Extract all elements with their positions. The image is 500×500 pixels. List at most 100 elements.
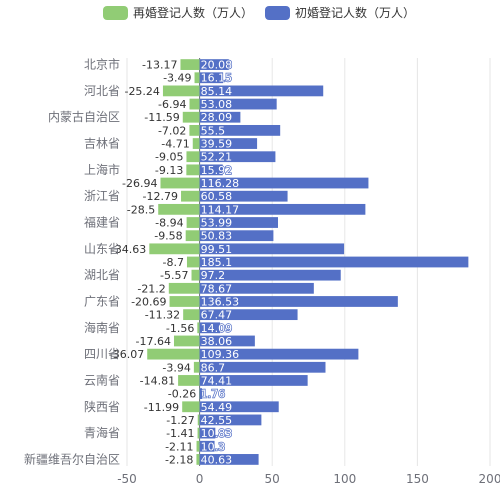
data-label: -8.94 xyxy=(155,217,183,230)
bar xyxy=(197,322,200,334)
data-label: -3.94 xyxy=(162,361,190,374)
data-label: 136.53 xyxy=(201,295,240,308)
bar xyxy=(199,296,398,307)
bar xyxy=(160,177,200,189)
category-label: 新疆维吾尔自治区 xyxy=(24,451,120,466)
data-label: -12.79 xyxy=(143,190,178,203)
bar xyxy=(192,138,200,149)
bar xyxy=(191,269,200,281)
data-label: 16.15 xyxy=(201,72,233,85)
bar xyxy=(199,322,221,334)
bar xyxy=(183,309,200,321)
bar xyxy=(199,335,255,347)
bar xyxy=(185,230,200,242)
data-label: 185.1 xyxy=(201,256,233,269)
bar xyxy=(189,124,200,136)
bar xyxy=(199,177,369,189)
bar xyxy=(182,111,200,123)
data-label: 99.51 xyxy=(201,243,233,256)
bar xyxy=(199,388,203,400)
x-tick-label: 150 xyxy=(406,472,429,486)
bar xyxy=(173,335,200,347)
data-label: -13.17 xyxy=(142,59,177,72)
bar xyxy=(199,454,259,465)
legend-item-first-marriage[interactable]: 初婚登记人数（万人） xyxy=(265,4,415,21)
bar xyxy=(199,164,223,176)
data-label: -20.69 xyxy=(131,295,166,308)
data-label: 10.83 xyxy=(201,427,233,440)
bar xyxy=(199,111,241,123)
bar xyxy=(193,361,200,373)
data-label: -36.07 xyxy=(109,348,144,361)
bar xyxy=(189,98,200,110)
bar xyxy=(199,361,326,373)
bar xyxy=(199,401,279,413)
data-label: 42.55 xyxy=(201,414,233,427)
data-label: -3.49 xyxy=(163,72,191,85)
data-label: 67.47 xyxy=(201,309,233,322)
data-label: 55.5 xyxy=(201,124,226,137)
data-label: -1.41 xyxy=(166,427,194,440)
bar xyxy=(186,256,200,268)
data-label: 85.14 xyxy=(201,85,233,98)
bar xyxy=(186,164,200,176)
category-label: 福建省 xyxy=(84,215,120,230)
category-label: 陕西省 xyxy=(84,399,120,414)
data-label: -4.71 xyxy=(161,138,189,151)
category-label: 湖北省 xyxy=(84,267,120,282)
data-label: -11.59 xyxy=(144,111,179,124)
data-label: -9.05 xyxy=(155,151,183,164)
legend-swatch-first-marriage xyxy=(265,5,290,20)
bar xyxy=(199,217,278,228)
category-label: 山东省 xyxy=(84,242,120,256)
data-label: 53.99 xyxy=(201,217,233,230)
x-tick-label: 0 xyxy=(196,472,204,486)
data-label: -7.02 xyxy=(158,124,186,137)
data-label: 86.7 xyxy=(201,361,226,374)
category-label: 内蒙古自治区 xyxy=(48,109,120,124)
category-label: 广东省 xyxy=(84,294,120,308)
bar xyxy=(199,151,276,163)
data-label: -26.94 xyxy=(122,177,157,190)
data-label: -0.26 xyxy=(168,388,196,401)
category-label: 河北省 xyxy=(84,84,120,98)
bar xyxy=(168,282,200,294)
bar xyxy=(194,72,200,84)
bar xyxy=(182,401,200,413)
data-label: -14.81 xyxy=(140,374,175,387)
data-label: 60.58 xyxy=(201,190,233,203)
bar xyxy=(196,440,200,452)
bar xyxy=(196,454,200,465)
x-tick-label: -50 xyxy=(117,472,137,486)
legend-label-remarriage: 再婚登记人数（万人） xyxy=(133,6,254,20)
bar xyxy=(186,151,200,163)
bar xyxy=(197,427,200,439)
bar xyxy=(158,203,200,215)
bar xyxy=(199,348,359,360)
data-label: 14.09 xyxy=(201,322,233,335)
data-label: 38.06 xyxy=(201,335,233,348)
data-label: -9.13 xyxy=(155,164,183,177)
legend-swatch-remarriage xyxy=(103,5,128,20)
data-label: -11.99 xyxy=(144,401,179,414)
data-label: 10.3 xyxy=(201,440,226,453)
bar xyxy=(180,59,200,70)
bar xyxy=(169,296,200,307)
data-label: 20.08 xyxy=(201,59,233,72)
data-label: -34.63 xyxy=(111,243,146,256)
data-label: -25.24 xyxy=(124,85,159,98)
category-label: 青海省 xyxy=(84,425,120,440)
data-label: -6.94 xyxy=(158,98,186,111)
bar xyxy=(199,190,288,202)
data-label: 15.92 xyxy=(201,164,233,177)
data-label: 97.2 xyxy=(201,269,226,282)
legend: 再婚登记人数（万人） 初婚登记人数（万人） xyxy=(0,0,500,24)
bar xyxy=(197,414,200,426)
bar xyxy=(199,98,277,110)
data-label: -5.57 xyxy=(160,269,188,282)
bar xyxy=(199,243,345,255)
legend-item-remarriage[interactable]: 再婚登记人数（万人） xyxy=(103,4,253,21)
bar xyxy=(199,124,281,136)
data-label: 52.21 xyxy=(201,151,233,164)
